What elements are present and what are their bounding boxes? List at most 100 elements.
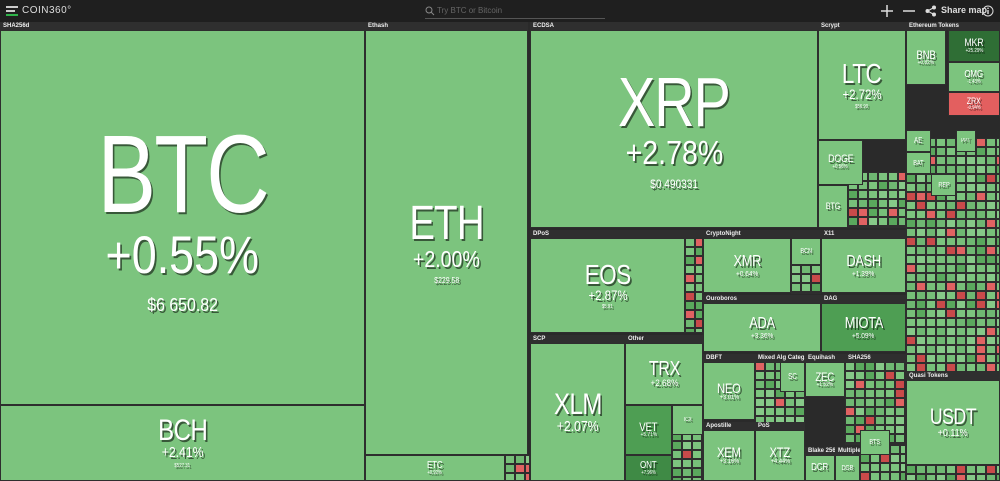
coin-tile[interactable]: SC [780,362,805,392]
small-tile [916,174,926,183]
zoom-out[interactable] [903,5,915,17]
info-icon[interactable] [982,5,994,17]
coin-tile[interactable]: ZEC +1.52% [805,362,845,397]
small-tile [966,255,976,264]
logo[interactable]: COIN360° [22,5,72,16]
coin-tile[interactable]: MKR +25.29% [948,30,1000,62]
coin-tile[interactable]: BTC +0.55% $6 650.82 [0,30,365,405]
coin-tile[interactable]: BAT [906,152,931,174]
small-tile [926,354,936,363]
small-tile [986,354,996,363]
menu-icon[interactable] [6,5,20,17]
small-tile [996,210,1000,219]
small-tile [906,246,916,255]
small-tile [900,445,906,454]
coin-tile[interactable]: BTS [860,430,890,455]
coin-tile[interactable]: USDT +0.11% [906,380,1000,465]
coin-tile[interactable]: BNB +0.82% [906,30,946,85]
coin-tile[interactable]: ZRX -0.94% [948,92,1000,116]
coin-tile[interactable]: MIOTA +5.09% [821,303,906,352]
coin-tile[interactable]: VET +5.71% [625,405,672,455]
small-tile [685,265,695,274]
coin-change: +0.64% [735,268,759,278]
coin-tile[interactable]: ONT +7.96% [625,455,672,481]
coin-change: +5.09% [852,330,875,340]
small-tile [996,300,1000,309]
zoom-in[interactable] [881,5,893,17]
coin-tile[interactable]: LTC +2.72% $56.90 [818,30,906,140]
coin-tile[interactable]: XLM +2.07% [530,343,625,481]
coin-tile[interactable]: DCR [805,455,835,481]
share-map[interactable]: Share map [941,5,988,15]
small-tile [946,264,956,273]
small-tile [845,434,855,443]
small-tile [860,454,870,463]
small-tile [875,398,885,407]
small-tile [885,425,895,434]
small-tile [926,264,936,273]
small-tile [936,336,946,345]
small-tile [926,465,936,474]
small-tile [926,282,936,291]
coin-tile[interactable]: BCN [791,238,821,265]
coin-tile[interactable]: DOGE +0.56% [818,140,863,185]
small-tile [906,255,916,264]
group-label: PoS [755,422,805,430]
coin-tile[interactable]: REP [931,174,956,196]
small-tile [900,463,906,472]
coin-tile[interactable]: TRX +2.68% [625,343,703,405]
coin-price: $5.91 [602,304,613,311]
small-tile [845,416,855,425]
small-tile [916,309,926,318]
coin-tile[interactable]: BTG [818,185,848,228]
coin-tile[interactable]: ETH +2.00% $229.58 [365,30,528,455]
small-tile [845,362,855,371]
coin-tile[interactable]: ETC +0.92% [365,455,505,481]
small-tile [858,199,868,208]
group-label: SCP [530,335,625,343]
treemap: BTC +0.55% $6 650.82 BCH +2.41% $527.31 ETH +2.… [0,22,1000,481]
coin-tile[interactable]: BCH +2.41% $527.31 [0,405,365,481]
coin-name: DOGE [827,153,854,166]
small-tile [996,273,1000,282]
small-tile [672,450,682,459]
small-tile [986,237,996,246]
small-tile [966,219,976,228]
group-label: ECDSA [530,22,818,30]
coin-tile[interactable]: XRP +2.78% $0.490331 [530,30,818,228]
coin-tile[interactable]: AE [906,130,931,152]
small-tile [845,380,855,389]
small-tile [936,255,946,264]
small-tile [936,327,946,336]
coin-tile[interactable]: NEO +3.01% [703,362,755,420]
small-tile [996,237,1000,246]
small-tile [858,208,868,217]
coin-tile[interactable]: OMG -1.43% [948,62,1000,92]
small-tile [946,156,956,165]
coin-price: $527.31 [174,463,191,470]
small-tile [926,336,936,345]
small-tile [976,246,986,255]
small-tile [885,389,895,398]
small-tile [848,190,858,199]
coin-tile[interactable]: DASH +1.39% [821,238,906,293]
small-tile [888,172,898,181]
coin-tile[interactable]: DGB [835,455,860,481]
share-icon[interactable] [925,5,937,17]
small-tile [926,255,936,264]
search-box[interactable]: Try BTC or Bitcoin [425,4,605,19]
coin-tile[interactable]: XTZ +4.44% [755,430,805,481]
coin-tile[interactable]: EOS +2.87% $5.91 [530,238,685,333]
coin-tile[interactable]: ICX [672,405,703,435]
small-tile [906,192,916,201]
coin-tile[interactable]: XMR +0.64% [703,238,791,293]
coin-tile[interactable]: XEM +3.16% [703,430,755,481]
small-tile [936,318,946,327]
group-label: DPoS [530,230,703,238]
small-tile [976,300,986,309]
small-tile [695,247,703,256]
small-tile [906,336,916,345]
coin-tile[interactable]: ADA +3.36% [703,303,821,352]
coin-name: XLM [553,387,602,421]
coin-tile[interactable]: PPT [956,130,976,152]
